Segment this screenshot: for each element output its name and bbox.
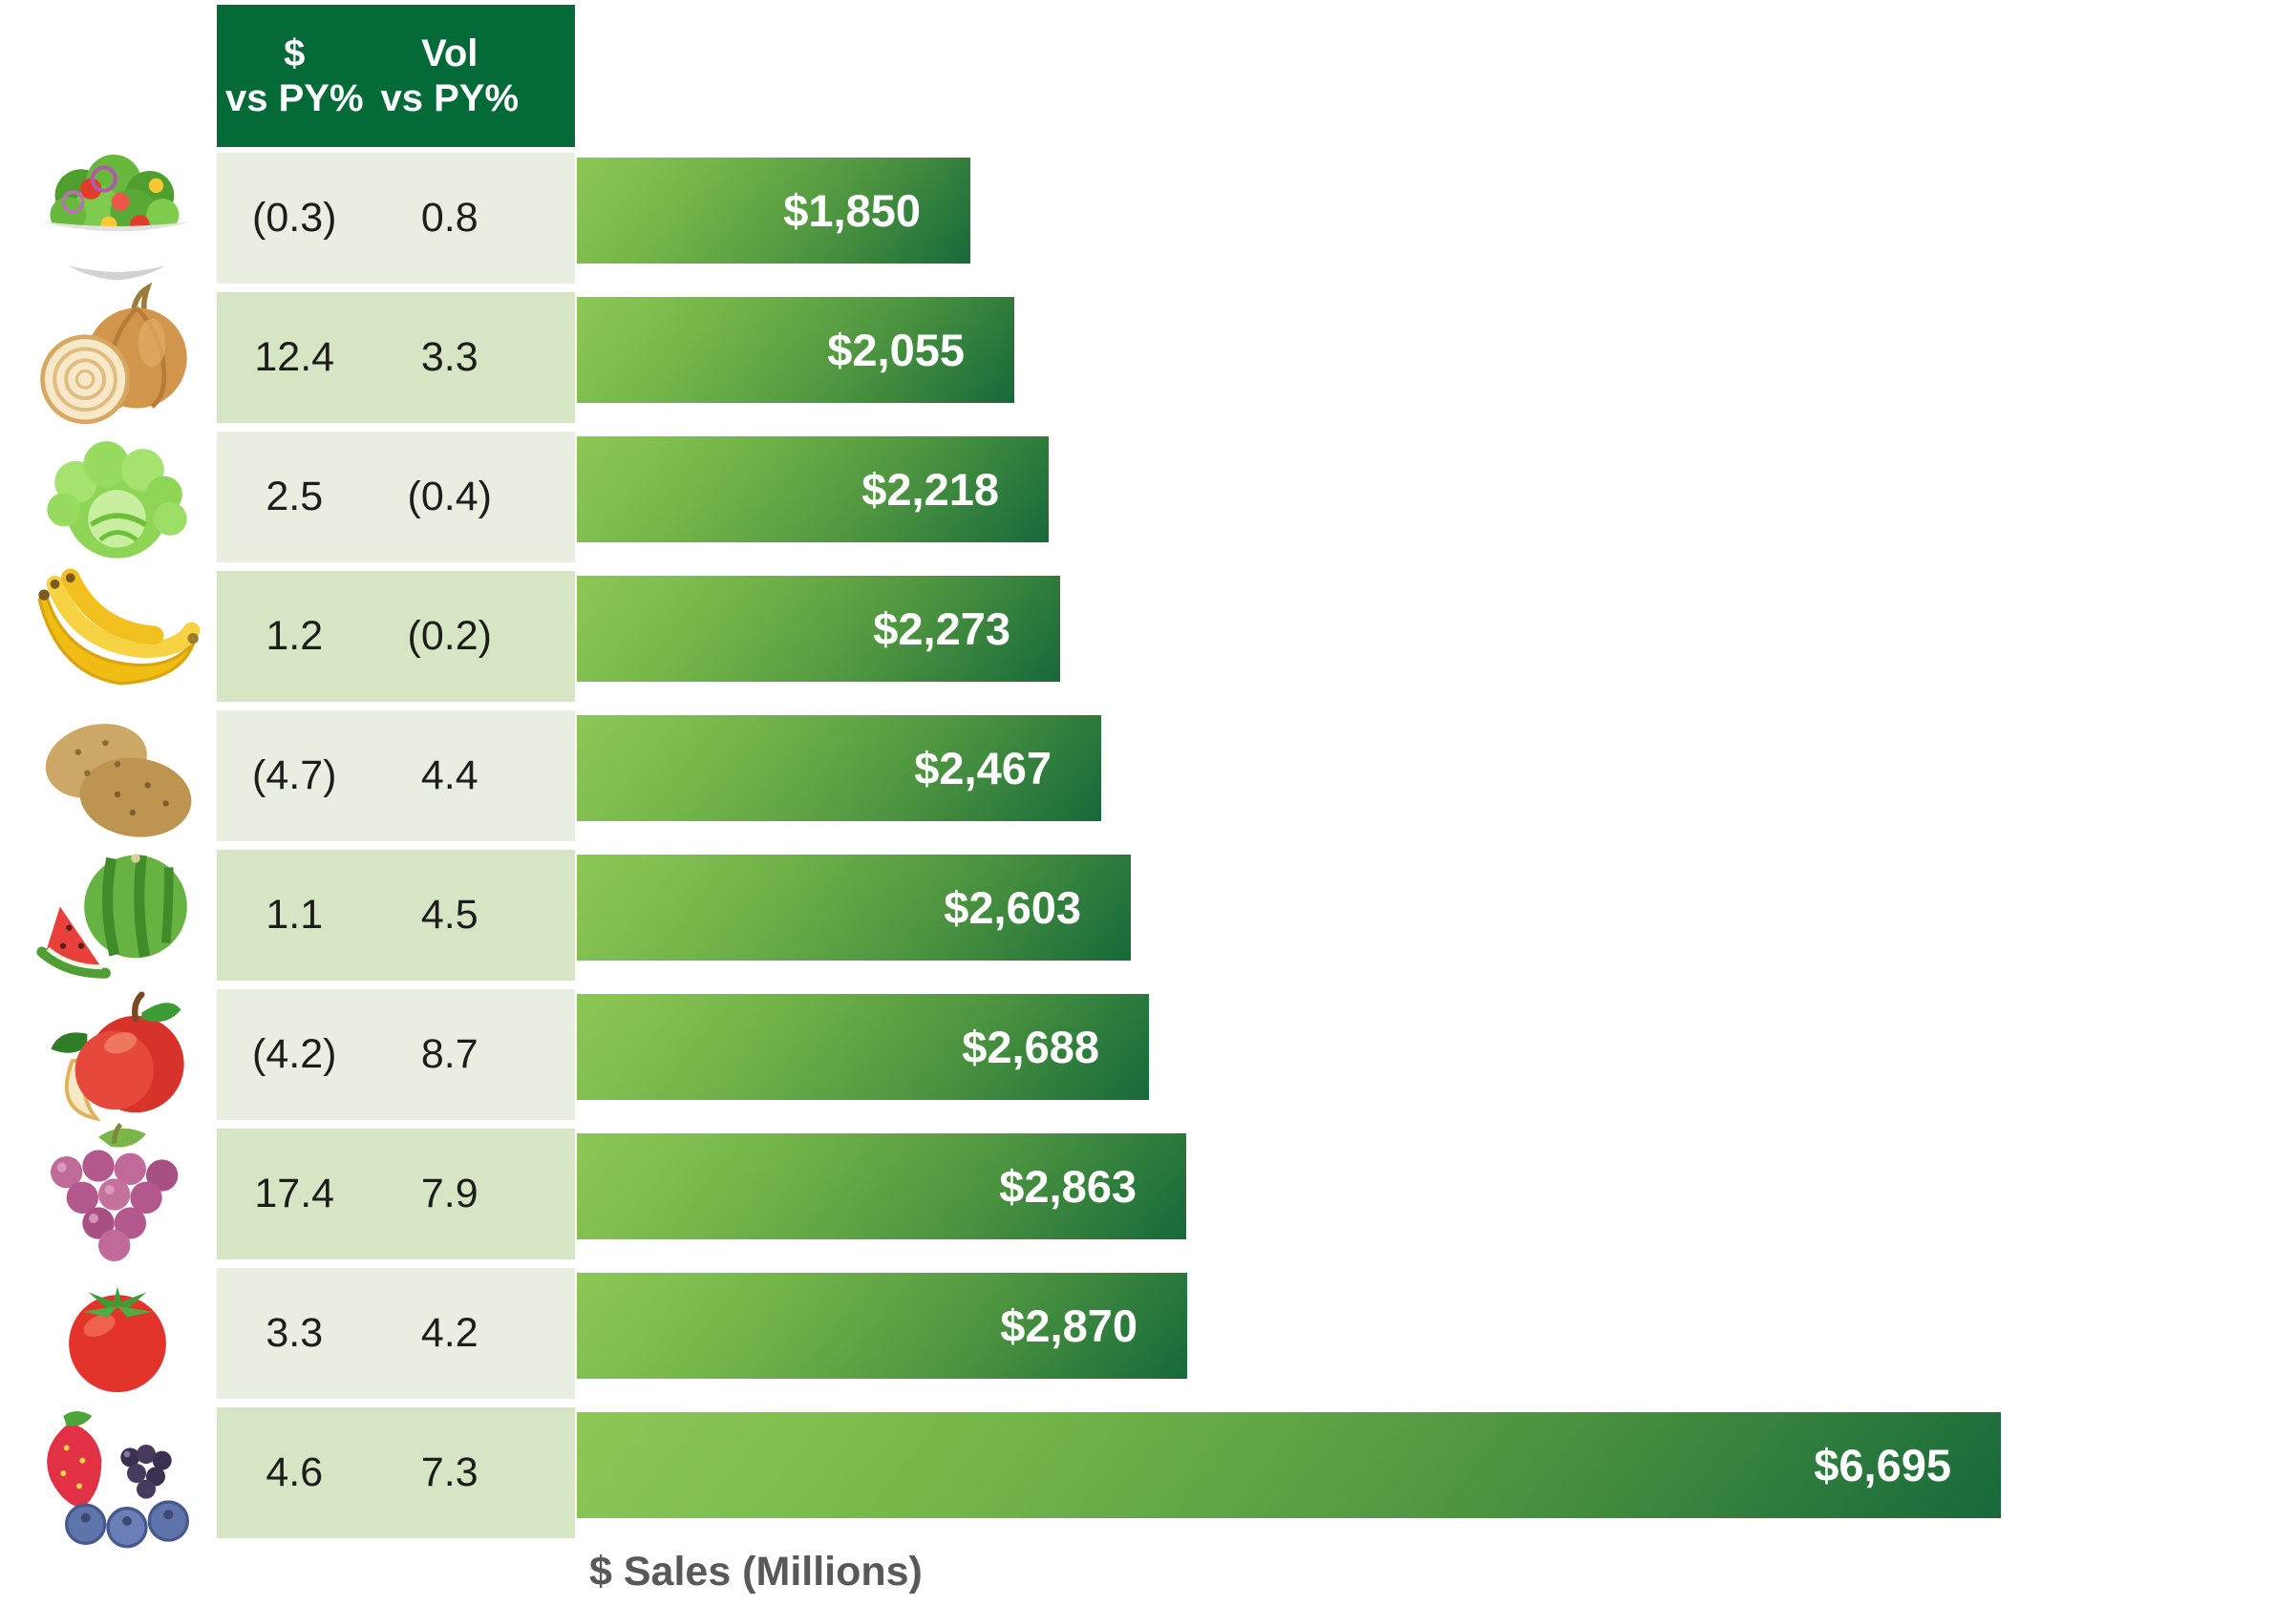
sales-bar: $1,850 xyxy=(577,158,970,264)
table-cells: 2.5 (0.4) xyxy=(217,432,575,562)
header-vol-line1: Vol xyxy=(421,32,478,74)
table-cells: 12.4 3.3 xyxy=(217,292,575,423)
sales-bar: $2,603 xyxy=(577,855,1131,961)
onion-icon xyxy=(10,277,224,439)
vol-vs-py-value: 7.9 xyxy=(420,1171,478,1216)
dollar-vs-py-value: (4.7) xyxy=(252,752,337,798)
table-row-bananas: 1.2 (0.2) $2,273 xyxy=(0,568,2296,702)
sales-value-label: $6,695 xyxy=(1814,1440,1951,1490)
dollar-vs-py-value: 4.6 xyxy=(266,1449,324,1495)
dollar-vs-py-value: 2.5 xyxy=(266,474,324,519)
vol-vs-py-value: 4.4 xyxy=(420,752,478,798)
lettuce-icon xyxy=(10,416,224,579)
sales-value-label: $2,273 xyxy=(873,603,1010,654)
table-row-salad: (0.3) 0.8 $1,850 xyxy=(0,153,2296,284)
vol-vs-py-value: 3.3 xyxy=(420,334,478,380)
sales-value-label: $2,218 xyxy=(861,464,999,515)
table-cells: 1.1 4.5 xyxy=(217,850,575,981)
berries-icon xyxy=(10,1392,224,1554)
table-row-berries: 4.6 7.3 $6,695 xyxy=(0,1407,2296,1548)
header-dollar-vs-py: $ vs PY% xyxy=(217,32,372,121)
tomato-icon xyxy=(10,1253,224,1415)
sales-bar: $2,055 xyxy=(577,297,1014,403)
sales-bar: $2,870 xyxy=(577,1273,1187,1379)
vol-vs-py-value: 4.2 xyxy=(420,1310,478,1356)
salad-bowl-icon xyxy=(10,137,224,300)
vol-vs-py-value: (0.2) xyxy=(407,613,492,659)
table-row-potatoes: (4.7) 4.4 $2,467 xyxy=(0,710,2296,841)
dollar-vs-py-value: 1.2 xyxy=(266,613,324,659)
header-vol-line2: vs PY% xyxy=(380,76,520,119)
sales-value-label: $2,863 xyxy=(999,1161,1137,1212)
table-row-watermelon: 1.1 4.5 $2,603 xyxy=(0,850,2296,981)
sales-value-label: $2,603 xyxy=(944,882,1081,933)
table-cells: (4.2) 8.7 xyxy=(217,989,575,1120)
table-cells: (4.7) 4.4 xyxy=(217,710,575,841)
sales-bar: $2,273 xyxy=(577,576,1060,682)
vol-vs-py-value: 0.8 xyxy=(420,195,478,241)
table-cells: 1.2 (0.2) xyxy=(217,571,575,702)
table-cells: 4.6 7.3 xyxy=(217,1407,575,1538)
table-row-lettuce: 2.5 (0.4) $2,218 xyxy=(0,432,2296,562)
vol-vs-py-value: (0.4) xyxy=(407,474,492,519)
table-cells: 17.4 7.9 xyxy=(217,1129,575,1259)
sales-value-label: $2,870 xyxy=(1000,1300,1137,1351)
dollar-vs-py-value: 17.4 xyxy=(254,1171,335,1216)
bananas-icon xyxy=(10,556,224,718)
dollar-vs-py-value: 12.4 xyxy=(254,334,335,380)
sales-value-label: $2,467 xyxy=(914,743,1052,793)
vol-vs-py-value: 7.3 xyxy=(420,1449,478,1495)
table-header: $ vs PY% Vol vs PY% xyxy=(217,5,575,147)
header-dollar-line2: vs PY% xyxy=(224,76,364,119)
vol-vs-py-value: 4.5 xyxy=(420,892,478,938)
sales-bar: $2,218 xyxy=(577,436,1049,542)
dollar-vs-py-value: (0.3) xyxy=(252,195,337,241)
sales-value-label: $2,055 xyxy=(827,325,965,375)
table-cells: 3.3 4.2 xyxy=(217,1268,575,1399)
dollar-vs-py-value: 3.3 xyxy=(266,1310,324,1356)
apple-icon xyxy=(10,974,224,1136)
table-row-onion: 12.4 3.3 $2,055 xyxy=(0,282,2296,424)
x-axis-label: $ Sales (Millions) xyxy=(589,1549,923,1595)
sales-bar: $2,467 xyxy=(577,715,1101,821)
table-row-apple: (4.2) 8.7 $2,688 xyxy=(0,989,2296,1122)
header-vol-vs-py: Vol vs PY% xyxy=(372,32,528,121)
header-dollar-line1: $ xyxy=(284,32,306,74)
watermelon-icon xyxy=(10,835,224,997)
dollar-vs-py-value: 1.1 xyxy=(266,892,324,938)
potatoes-icon xyxy=(10,695,224,857)
table-row-grapes: 17.4 7.9 $2,863 xyxy=(0,1122,2296,1261)
vol-vs-py-value: 8.7 xyxy=(420,1031,478,1077)
sales-bar: $2,688 xyxy=(577,994,1149,1100)
sales-bar: $6,695 xyxy=(577,1412,2001,1518)
grapes-icon xyxy=(10,1113,224,1276)
sales-value-label: $2,688 xyxy=(962,1022,1099,1072)
table-row-tomato: 3.3 4.2 $2,870 xyxy=(0,1268,2296,1399)
dollar-vs-py-value: (4.2) xyxy=(252,1031,337,1077)
sales-bar: $2,863 xyxy=(577,1133,1186,1239)
sales-value-label: $1,850 xyxy=(783,185,921,236)
table-cells: (0.3) 0.8 xyxy=(217,153,575,284)
